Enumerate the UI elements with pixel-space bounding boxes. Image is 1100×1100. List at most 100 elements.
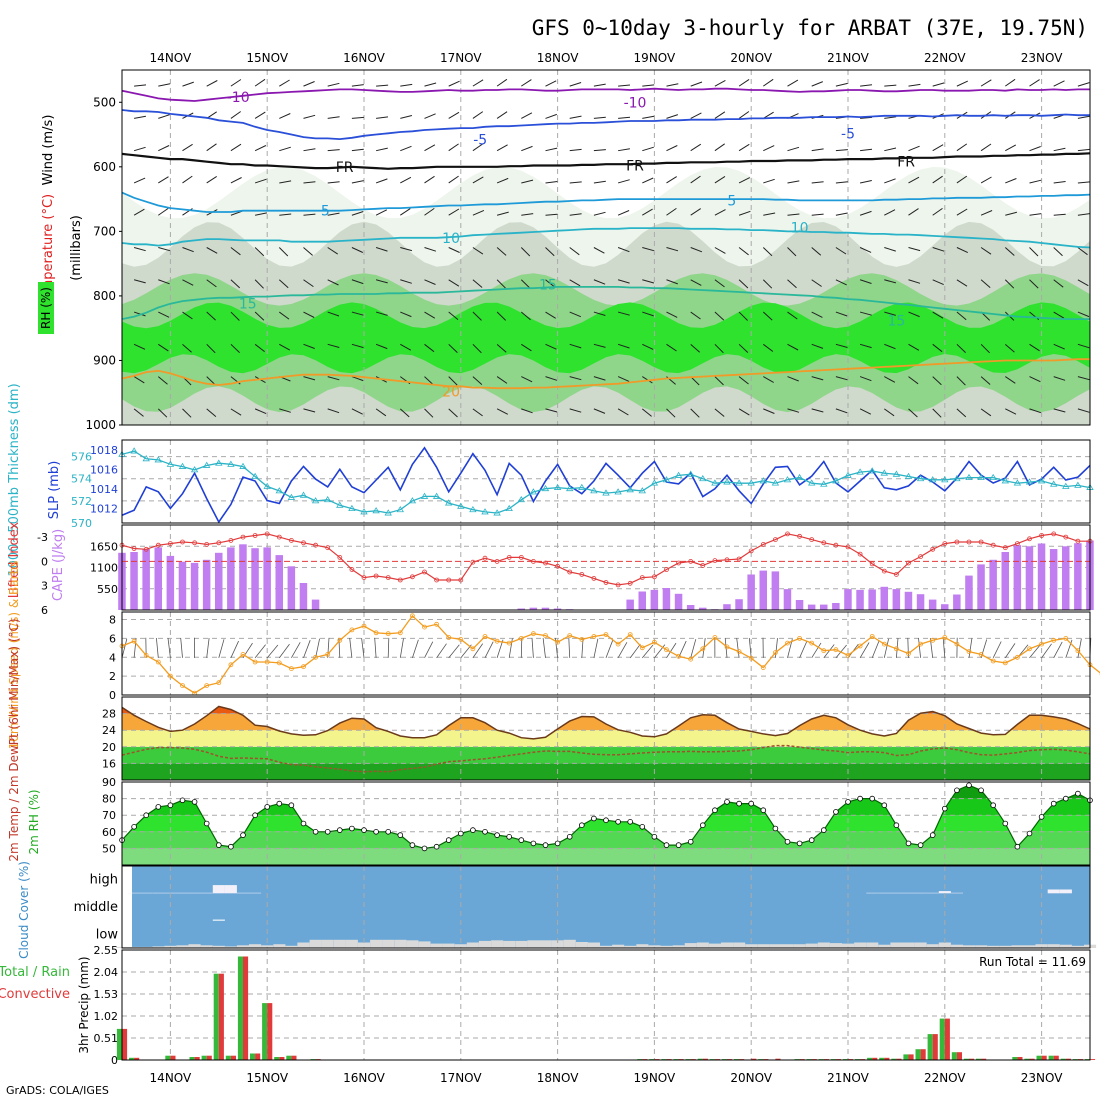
wind-barb <box>448 343 458 353</box>
thickness-marker <box>166 460 175 467</box>
surface-barb <box>230 640 239 659</box>
cloud-low-bar <box>624 945 637 948</box>
wind-barb <box>133 247 146 252</box>
wind-barb <box>835 343 848 348</box>
rh-marker <box>772 825 779 832</box>
wind-barb <box>569 181 582 184</box>
wind-marker <box>180 683 185 688</box>
surface-barb <box>496 639 504 658</box>
thickness-marker <box>323 495 332 503</box>
surface-barb <box>1041 643 1052 659</box>
wind-barb <box>811 247 822 256</box>
precip-convective-bar <box>134 1057 140 1060</box>
wind-barb <box>690 279 702 286</box>
wind-barb <box>617 179 630 184</box>
wind-barb <box>254 343 265 352</box>
wind-barb <box>884 343 896 350</box>
cloud-low-bar <box>140 946 153 948</box>
cape-bar <box>953 594 961 610</box>
rh-marker <box>264 804 271 810</box>
rh-ytick-4: 50 <box>102 842 116 855</box>
rh-marker <box>457 830 464 837</box>
wind-barb <box>1004 247 1015 256</box>
cloud-low-bar <box>212 945 225 948</box>
wind-barb <box>158 83 171 87</box>
wind-marker <box>736 649 742 654</box>
li-marker <box>458 577 464 583</box>
cloud-high-bar <box>890 892 903 894</box>
wind-barb <box>400 145 412 152</box>
li-marker <box>385 575 391 580</box>
wind-marker <box>422 624 427 630</box>
wind-barb <box>980 176 992 184</box>
wind-barb <box>303 247 313 256</box>
wind-barb <box>569 279 581 287</box>
cloud-low-bar <box>418 941 431 948</box>
precip-ytick-0: 2.55 <box>94 944 119 957</box>
cloud-low-bar <box>805 943 818 948</box>
thickness-marker <box>384 509 392 516</box>
wind-marker <box>325 652 331 657</box>
wind-barb <box>157 408 168 418</box>
li-marker <box>748 548 754 554</box>
wind-barb <box>496 144 508 152</box>
rh-ylabel: 2m RH (%) <box>27 789 41 854</box>
rh-marker <box>591 815 597 822</box>
cloud-high-bar <box>878 892 891 894</box>
wind-barb <box>158 311 170 318</box>
wind-barb <box>521 408 533 414</box>
cloud-low-bar <box>152 946 165 948</box>
wind-barb <box>472 79 484 87</box>
wind-barb <box>254 311 265 321</box>
precip-convective-bar <box>920 1049 926 1060</box>
wind-barb <box>932 82 945 87</box>
surface-barb <box>180 637 183 658</box>
cloud-low-bar <box>442 943 455 948</box>
wind-marker <box>857 643 863 649</box>
li-marker <box>1015 541 1020 546</box>
wind-marker <box>881 641 887 647</box>
wind-barb <box>690 112 702 119</box>
precip-convective-bar <box>944 1018 950 1060</box>
isotherm-4 <box>121 227 1091 249</box>
wind-barb <box>980 343 990 354</box>
wind-ylabel: 10m Wind Speed (m/s) & Barbs <box>7 561 21 750</box>
wind-speed-line <box>121 614 1100 694</box>
wind-barb <box>1077 376 1090 381</box>
date-label-top-5: 19NOV <box>634 51 676 65</box>
thickness-marker <box>807 479 816 486</box>
wind-barb <box>787 213 800 216</box>
li-marker <box>615 582 621 588</box>
wind-barb <box>230 343 240 353</box>
wind-marker <box>288 666 294 671</box>
wind-barb <box>133 279 146 284</box>
thickness-marker <box>190 466 199 473</box>
cape-bar <box>977 564 985 610</box>
wind-barb <box>351 211 364 216</box>
rh-marker <box>687 838 694 845</box>
thickness-marker <box>541 484 550 492</box>
wind-barb <box>1077 181 1090 184</box>
li-marker <box>518 555 524 560</box>
precip-ytick-3: 1.02 <box>94 1010 119 1023</box>
wind-barb <box>1077 311 1090 318</box>
surface-barb <box>883 638 889 658</box>
wind-barb <box>593 83 606 87</box>
cape-bar <box>1001 552 1009 610</box>
wind-barb <box>158 343 169 352</box>
wind-barb <box>811 408 824 413</box>
li-marker <box>325 545 331 551</box>
wind-marker <box>797 636 802 641</box>
cape-bar <box>904 591 913 610</box>
li-marker <box>785 531 790 537</box>
wind-barb <box>448 208 460 216</box>
thickness-marker <box>590 487 598 494</box>
contour-label-8: 5 <box>727 193 736 209</box>
thickness-marker <box>844 471 852 478</box>
thickness-marker <box>457 502 465 509</box>
wind-barb <box>134 84 147 87</box>
wind-barb <box>1053 147 1066 152</box>
upper-ylabel-pressure-group: (millibars) <box>69 215 84 281</box>
li-marker <box>264 531 270 537</box>
wind-barb <box>787 408 800 413</box>
